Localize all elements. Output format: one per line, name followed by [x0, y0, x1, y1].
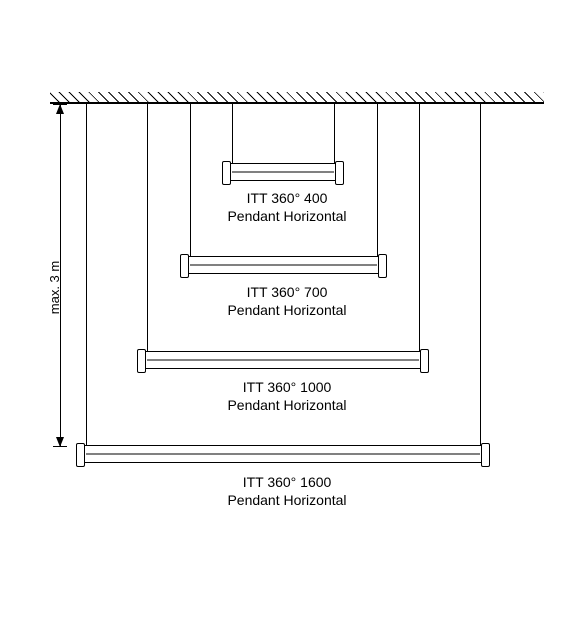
- end-cap-right: [481, 443, 490, 467]
- end-cap-left: [76, 443, 85, 467]
- pendant-label: ITT 360° 1600Pendant Horizontal: [0, 473, 574, 509]
- pendant-size-diagram: max. 3 m ITT 360° 400Pendant HorizontalI…: [0, 0, 574, 642]
- suspension-wire: [86, 104, 87, 445]
- lamp-body: [82, 445, 484, 463]
- pendant-1600: ITT 360° 1600Pendant Horizontal: [0, 0, 574, 642]
- pendant-title: ITT 360° 1600: [0, 473, 574, 491]
- pendant-subtitle: Pendant Horizontal: [0, 491, 574, 509]
- suspension-wire: [480, 104, 481, 445]
